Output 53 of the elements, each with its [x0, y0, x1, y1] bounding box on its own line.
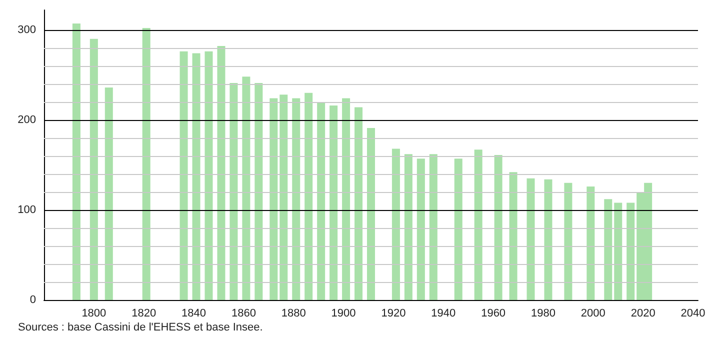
x-tick-label: 1900 — [331, 308, 356, 320]
x-tick-label: 2020 — [630, 308, 656, 320]
bar — [72, 24, 80, 300]
source-note: Sources : base Cassini de l'EHESS et base Insee. — [18, 322, 263, 334]
bar — [204, 51, 213, 300]
bar — [304, 92, 313, 300]
bar — [509, 172, 518, 300]
bar — [270, 98, 278, 300]
x-tick-label: 1980 — [530, 308, 556, 320]
bar — [474, 150, 482, 300]
bar — [90, 38, 98, 300]
bar — [317, 102, 326, 300]
bar — [254, 82, 263, 300]
bar — [526, 178, 535, 300]
bar — [292, 98, 300, 300]
y-tick-label: 300 — [18, 24, 36, 36]
x-tick-label: 1940 — [431, 308, 456, 320]
x-tick-label: 1880 — [281, 308, 306, 320]
x-tick-label: 2040 — [680, 308, 706, 320]
x-tick-label: 1820 — [132, 308, 156, 320]
bar — [354, 107, 363, 300]
bar — [192, 53, 200, 300]
bar — [104, 87, 113, 300]
bar — [342, 98, 350, 300]
bar — [586, 186, 595, 300]
x-tick-label: 1800 — [82, 308, 106, 320]
bar — [217, 46, 226, 300]
bar — [416, 158, 425, 300]
bar — [494, 155, 502, 300]
bar — [180, 51, 188, 300]
bar — [280, 94, 288, 300]
x-tick-label: 2000 — [580, 308, 606, 320]
bar — [454, 158, 462, 300]
y-tick-label: 0 — [30, 294, 36, 306]
bar — [564, 182, 572, 300]
bar — [230, 82, 238, 300]
bar — [392, 148, 400, 300]
x-tick-label: 1860 — [231, 308, 256, 320]
x-tick-label: 1920 — [381, 308, 406, 320]
bar — [404, 154, 412, 300]
bar — [142, 28, 150, 300]
bar — [604, 199, 612, 300]
x-tick-label: 1840 — [182, 308, 206, 320]
bar — [242, 76, 250, 300]
bar — [626, 202, 635, 300]
bar — [367, 128, 375, 300]
bar — [330, 105, 338, 300]
bar — [544, 179, 552, 300]
bar — [614, 202, 622, 300]
y-tick-label: 200 — [18, 114, 36, 126]
bar — [429, 154, 438, 300]
y-tick-label: 100 — [18, 204, 36, 216]
x-tick-label: 1960 — [481, 308, 506, 320]
